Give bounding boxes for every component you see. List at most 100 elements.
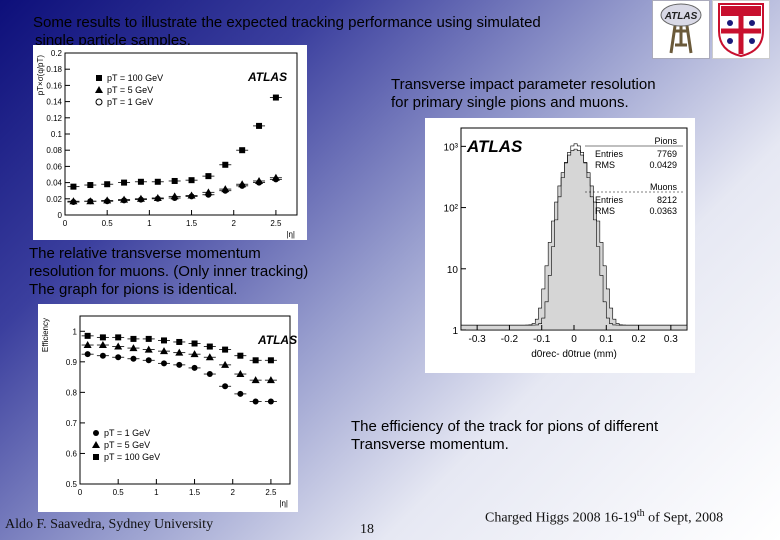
- data-point: [239, 182, 246, 189]
- y-tick-label: 0.2: [51, 49, 63, 58]
- atlas-figure-icon: ATLAS: [660, 3, 702, 54]
- impact-parameter-chart: -0.3 -0.2 -0.1 0 0.1 0.2 0.3 1 10 10² 10³ d0rec- d0…: [425, 118, 695, 373]
- y-tick-label: 0.5: [66, 480, 78, 489]
- legend-marker: [95, 86, 103, 93]
- y-tick-label: 10: [447, 265, 459, 276]
- legend-marker: [92, 441, 100, 448]
- crest-shield-icon: [718, 3, 764, 58]
- data-point: [191, 340, 198, 347]
- momentum-caption-line-1: The relative transverse momentum: [29, 245, 261, 262]
- data-point: [171, 177, 178, 184]
- y-tick-label: 0.7: [66, 419, 78, 428]
- y-axis-label: pT×σ(q/pT): [36, 55, 45, 96]
- data-point: [115, 334, 122, 341]
- data-point: [161, 337, 167, 344]
- stat-rms-value: 0.0429: [649, 160, 677, 170]
- data-point: [87, 198, 94, 205]
- legend-entry: pT = 1 GeV: [107, 97, 153, 107]
- legend-entry: pT = 1 GeV: [104, 428, 150, 438]
- data-point: [104, 181, 111, 188]
- momentum-caption: The relative transverse momentum resolut…: [29, 245, 369, 299]
- legend-entry: pT = 100 GeV: [107, 73, 163, 83]
- data-point: [130, 335, 137, 342]
- footer-event-sup: th: [636, 508, 645, 519]
- data-point: [272, 94, 279, 101]
- data-point: [84, 351, 91, 358]
- legend-marker: [96, 75, 102, 81]
- intro-text: Some results to illustrate the expected …: [33, 14, 633, 50]
- atlas-logo: ATLAS: [652, 0, 710, 59]
- data-point: [239, 147, 246, 154]
- y-axis-label: Efficiency: [41, 318, 50, 352]
- x-tick-label: 1.5: [189, 488, 201, 497]
- x-tick-label: -0.2: [501, 334, 519, 345]
- momentum-resolution-svg: 0 0.5 1 1.5 2 2.5 0 0.02 0.04 0.06 0.08 0.1 0.12 0.14…: [36, 49, 298, 239]
- stat-entries-value: 8212: [657, 195, 677, 205]
- x-tick-label: 0: [78, 488, 83, 497]
- impact-parameter-svg: -0.3 -0.2 -0.1 0 0.1 0.2 0.3 1 10 10² 10³ d0rec- d0…: [444, 127, 688, 360]
- x-tick-label: 0.2: [632, 334, 646, 345]
- data-point: [176, 338, 183, 345]
- data-point: [104, 198, 111, 205]
- data-point: [84, 332, 91, 339]
- data-point: [222, 383, 229, 390]
- data-point: [175, 348, 184, 356]
- x-tick-label: -0.3: [469, 334, 487, 345]
- data-point: [206, 371, 213, 378]
- data-point: [252, 398, 259, 405]
- y-tick-label: 10³: [444, 142, 459, 153]
- legend-entry: pT = 100 GeV: [104, 452, 160, 462]
- muon-histogram: [460, 143, 688, 331]
- x-tick-label: 0: [63, 219, 68, 228]
- data-point: [236, 370, 245, 378]
- x-tick-label: 1: [147, 219, 152, 228]
- x-tick-label: 0.5: [102, 219, 114, 228]
- stat-box-name: Pions: [654, 136, 677, 146]
- intro-line-1: Some results to illustrate the expected …: [33, 14, 541, 31]
- stat-box-name: Muons: [650, 182, 678, 192]
- atlas-logo-text: ATLAS: [664, 11, 698, 22]
- data-point: [87, 182, 94, 189]
- y-tick-label: 10²: [444, 204, 459, 215]
- y-tick-label: 0.14: [46, 98, 62, 107]
- data-point: [160, 347, 168, 355]
- stat-entries-value: 7769: [657, 149, 677, 159]
- data-point: [144, 345, 153, 353]
- efficiency-caption: The efficiency of the track for pions of…: [351, 418, 731, 454]
- footer-page-number: 18: [360, 522, 374, 537]
- efficiency-caption-line-2: Transverse momentum.: [351, 436, 509, 453]
- y-tick-label: 1: [73, 327, 78, 336]
- data-point: [154, 178, 161, 185]
- data-point: [205, 353, 214, 361]
- footer-author: Aldo F. Saavedra, Sydney University: [5, 517, 214, 532]
- university-crest: [712, 0, 770, 59]
- data-point: [115, 354, 122, 361]
- data-point: [188, 177, 195, 184]
- ip-caption-line-2: for primary single pions and muons.: [391, 94, 629, 111]
- momentum-caption-line-3: The graph for pions is identical.: [29, 281, 238, 298]
- data-point: [99, 334, 106, 341]
- x-axis-label: |η|: [279, 499, 288, 508]
- data-point: [222, 187, 229, 194]
- data-point: [137, 178, 144, 185]
- footer-event: Charged Higgs 2008 16-19th of Sept, 2008: [485, 508, 723, 527]
- data-point: [237, 390, 244, 397]
- x-tick-label: -0.1: [533, 334, 551, 345]
- data-point: [176, 361, 183, 368]
- data-point: [222, 161, 229, 168]
- data-point: [121, 179, 128, 186]
- x-tick-label: 2: [231, 488, 236, 497]
- legend-marker: [93, 454, 99, 460]
- y-tick-label: 0.08: [46, 146, 62, 155]
- y-tick-label: 0.16: [46, 81, 62, 90]
- momentum-caption-line-2: resolution for muons. (Only inner tracki…: [29, 263, 309, 280]
- x-tick-label: 0.5: [113, 488, 125, 497]
- legend-entry: pT = 5 GeV: [107, 85, 153, 95]
- y-tick-label: 0.6: [66, 449, 78, 458]
- data-point: [70, 199, 77, 206]
- efficiency-caption-line-1: The efficiency of the track for pions of…: [351, 418, 659, 435]
- data-point: [129, 344, 138, 352]
- y-tick-label: 0.04: [46, 179, 62, 188]
- data-point: [205, 191, 212, 198]
- y-tick-label: 0.18: [46, 65, 62, 74]
